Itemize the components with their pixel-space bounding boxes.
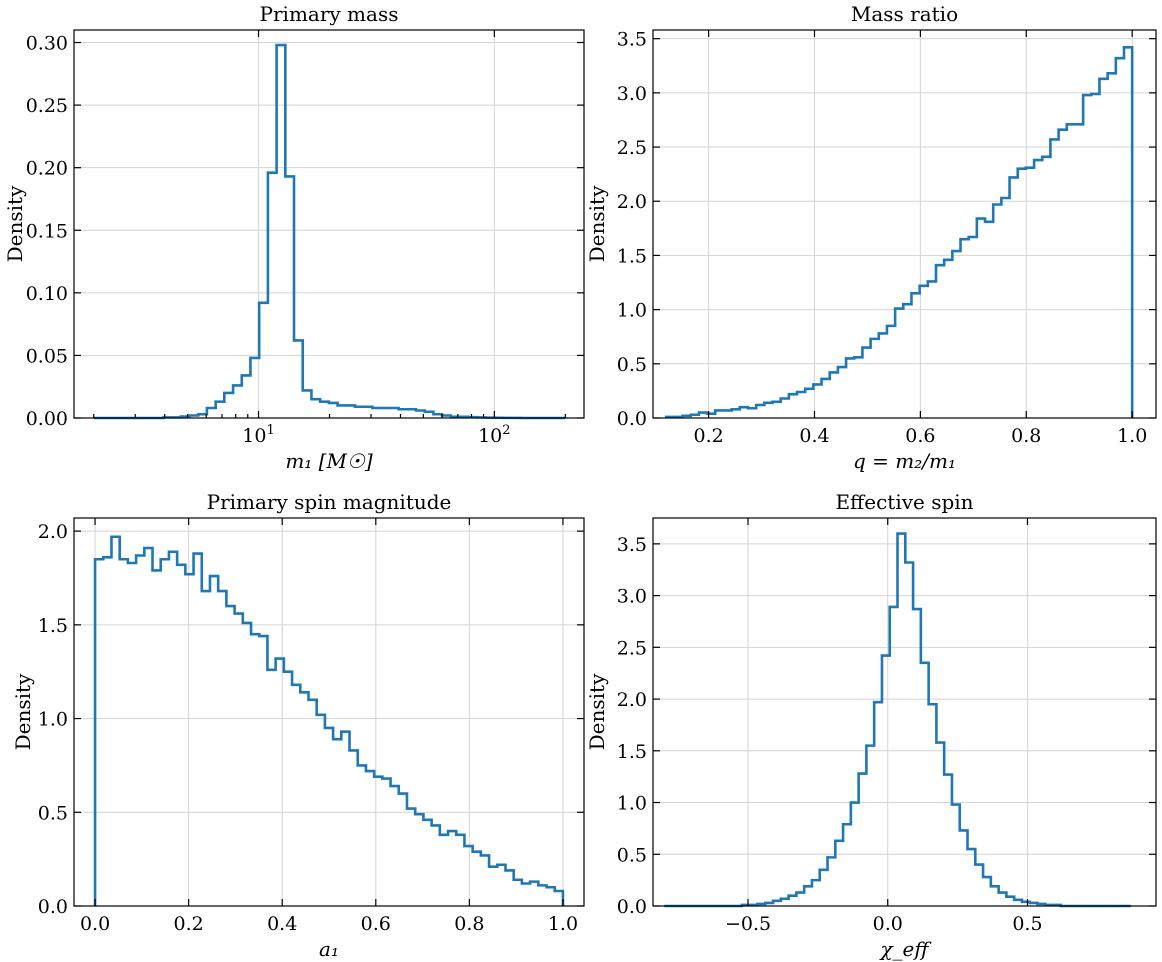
x-tick-label: 102: [478, 423, 510, 447]
y-tick-label: 1.0: [617, 300, 647, 322]
y-tick-label: 0.15: [26, 220, 68, 242]
y-tick-label: 1.5: [617, 741, 647, 763]
x-axis-label: q = m₂/m₁: [853, 449, 956, 473]
x-tick-label: −0.5: [725, 913, 771, 935]
chart-panel-2: 0.2 0.4 0.6 0.8 1.0 0.0 0.5 1.0 1.5 2.0 2.5 3.0 3.5 M…: [585, 2, 1157, 473]
x-tick-label: 0.0: [873, 913, 903, 935]
chart-panel-3: 0.0 0.2 0.4 0.6 0.8 1.0 0.0 0.5 1.0 1.5 2.0 Primary…: [11, 490, 585, 961]
chart-panel-1: 101 102 0.00 0.05 0.10 0.15 0.20 0.25 0.30 Primar…: [3, 2, 585, 473]
x-axis-label: a₁: [319, 937, 339, 961]
x-tick-label: 0.4: [799, 425, 829, 447]
y-tick-label: 2.5: [617, 637, 647, 659]
y-tick-label: 2.0: [617, 191, 647, 213]
x-axis-label: m₁ [M☉]: [285, 449, 373, 473]
y-tick-label: 3.0: [617, 586, 647, 608]
x-tick-label: 0.6: [905, 425, 935, 447]
axes-frame: [73, 29, 585, 419]
y-tick-label: 1.5: [617, 245, 647, 267]
y-axis-label: Density: [585, 673, 609, 750]
x-tick-label: 0.6: [361, 913, 391, 935]
axes-frame: [652, 29, 1157, 419]
y-tick-label: 0.25: [26, 95, 68, 117]
x-tick-label: 1.0: [1117, 425, 1147, 447]
chart-panel-4: −0.5 0.0 0.5 0.0 0.5 1.0 1.5 2.0 2.5 3.0 3.5 Effect…: [585, 490, 1157, 961]
histogram-step-line: [664, 532, 1131, 908]
y-tick-label: 0.10: [26, 283, 68, 305]
chart-title: Mass ratio: [851, 2, 958, 26]
histogram-step-line: [664, 46, 1134, 419]
y-tick-label: 0.5: [38, 802, 68, 824]
y-tick-label: 2.0: [617, 689, 647, 711]
y-tick-label: 0.5: [617, 844, 647, 866]
histogram-step-line: [93, 43, 566, 420]
y-axis-label: Density: [585, 185, 609, 262]
x-tick-label: 0.8: [1011, 425, 1041, 447]
x-tick-label: 0.4: [267, 913, 297, 935]
y-tick-label: 0.0: [617, 408, 647, 430]
chart-title: Primary spin magnitude: [207, 490, 452, 514]
y-tick-label: 0.30: [26, 33, 68, 55]
x-tick-label: 0.2: [693, 425, 723, 447]
y-tick-label: 1.5: [38, 615, 68, 637]
y-tick-label: 3.0: [617, 83, 647, 105]
x-tick-label: 0.0: [80, 913, 110, 935]
y-tick-label: 1.0: [38, 709, 68, 731]
x-tick-label: 0.5: [1012, 913, 1042, 935]
y-tick-label: 3.5: [617, 534, 647, 556]
axes-frame: [73, 517, 585, 907]
y-tick-label: 0.0: [617, 896, 647, 918]
y-tick-label: 0.00: [26, 408, 68, 430]
x-tick-label: 0.2: [174, 913, 204, 935]
y-axis-label: Density: [11, 673, 35, 750]
x-tick-label: 1.0: [548, 913, 578, 935]
y-tick-label: 3.5: [617, 29, 647, 51]
y-tick-label: 0.5: [617, 354, 647, 376]
chart-title: Primary mass: [260, 2, 399, 26]
y-tick-label: 1.0: [617, 793, 647, 815]
histogram-step-line: [93, 535, 565, 906]
x-axis-label: χ_eff: [878, 937, 932, 961]
y-tick-label: 0.05: [26, 345, 68, 367]
x-tick-label: 0.8: [454, 913, 484, 935]
y-tick-label: 2.5: [617, 137, 647, 159]
x-tick-label: 101: [242, 423, 274, 447]
y-tick-label: 0.20: [26, 158, 68, 180]
chart-title: Effective spin: [835, 490, 973, 514]
axes-frame: [652, 517, 1157, 907]
y-tick-label: 2.0: [38, 521, 68, 543]
y-axis-label: Density: [3, 185, 27, 262]
y-tick-label: 0.0: [38, 896, 68, 918]
